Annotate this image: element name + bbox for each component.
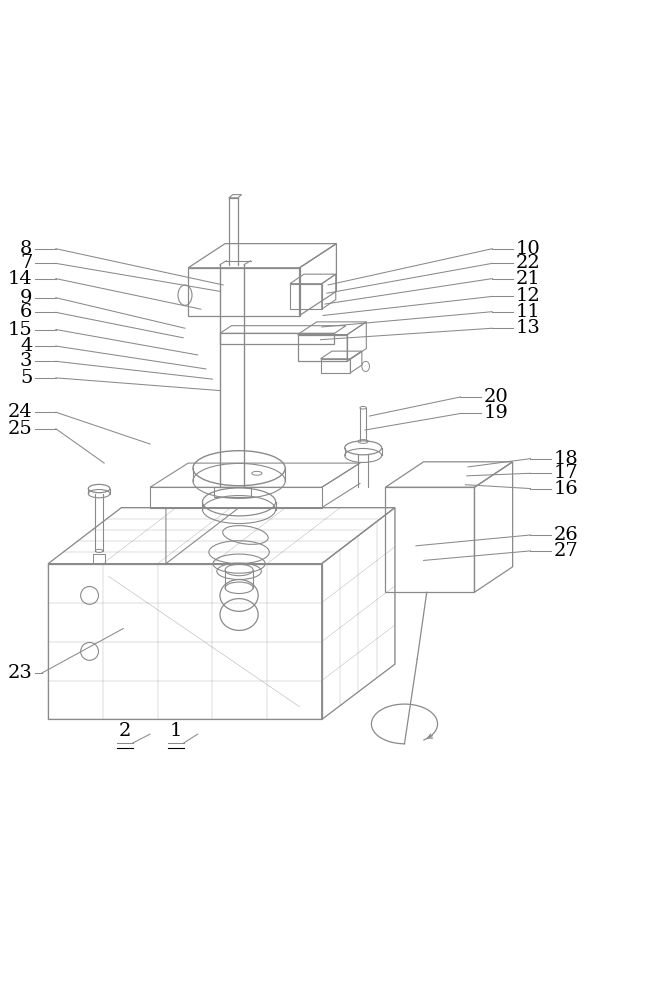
Text: 15: 15: [8, 321, 32, 339]
Text: 14: 14: [8, 270, 32, 288]
Text: 26: 26: [554, 526, 579, 544]
Text: 3: 3: [20, 352, 32, 370]
Text: 17: 17: [554, 464, 579, 482]
Text: 9: 9: [20, 289, 32, 307]
Text: 8: 8: [20, 240, 32, 258]
Text: 22: 22: [516, 254, 541, 272]
Text: 1: 1: [169, 722, 182, 740]
Text: 11: 11: [516, 303, 541, 321]
Text: 25: 25: [8, 420, 32, 438]
Text: 10: 10: [516, 240, 541, 258]
Text: 5: 5: [20, 369, 32, 387]
Text: 6: 6: [20, 303, 32, 321]
Text: 4: 4: [20, 337, 32, 355]
Text: 2: 2: [118, 722, 130, 740]
Text: 16: 16: [554, 480, 579, 498]
Text: 23: 23: [7, 664, 32, 682]
Text: 19: 19: [484, 404, 509, 422]
Text: 21: 21: [516, 270, 541, 288]
Text: 7: 7: [20, 254, 32, 272]
Text: 18: 18: [554, 450, 579, 468]
Text: 13: 13: [516, 319, 541, 337]
Text: 27: 27: [554, 542, 579, 560]
Text: 12: 12: [516, 287, 541, 305]
Text: 24: 24: [8, 403, 32, 421]
Text: 20: 20: [484, 388, 509, 406]
